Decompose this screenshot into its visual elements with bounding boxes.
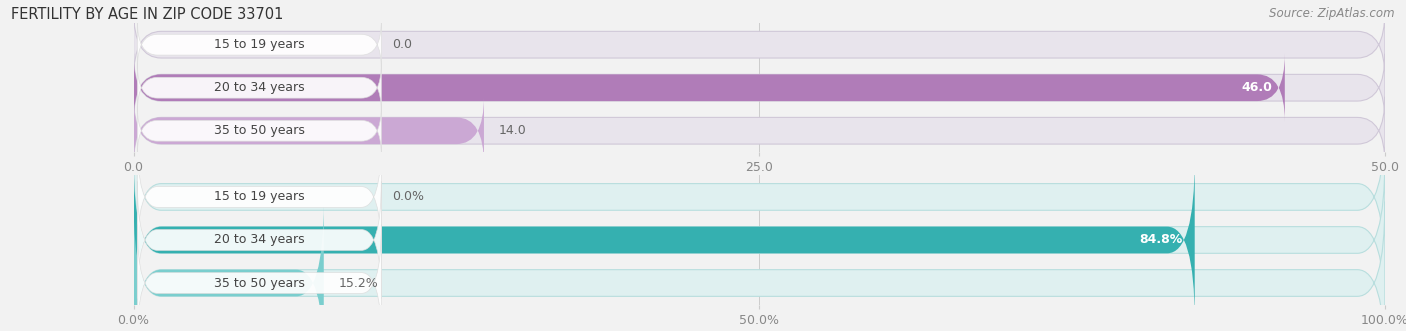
Text: 20 to 34 years: 20 to 34 years	[214, 81, 305, 94]
Text: 84.8%: 84.8%	[1139, 233, 1182, 247]
FancyBboxPatch shape	[134, 97, 484, 165]
Text: 0.0%: 0.0%	[392, 190, 425, 204]
FancyBboxPatch shape	[138, 224, 381, 331]
Text: 14.0: 14.0	[499, 124, 527, 137]
FancyBboxPatch shape	[138, 107, 381, 155]
FancyBboxPatch shape	[138, 21, 381, 69]
Text: 46.0: 46.0	[1241, 81, 1272, 94]
Text: 15 to 19 years: 15 to 19 years	[214, 190, 305, 204]
FancyBboxPatch shape	[134, 159, 1385, 321]
FancyBboxPatch shape	[134, 11, 1385, 79]
Text: 15 to 19 years: 15 to 19 years	[214, 38, 305, 51]
Text: 35 to 50 years: 35 to 50 years	[214, 124, 305, 137]
Text: 15.2%: 15.2%	[339, 276, 378, 290]
FancyBboxPatch shape	[134, 97, 1385, 165]
FancyBboxPatch shape	[134, 116, 1385, 278]
Text: 35 to 50 years: 35 to 50 years	[214, 276, 305, 290]
FancyBboxPatch shape	[134, 54, 1385, 122]
Text: FERTILITY BY AGE IN ZIP CODE 33701: FERTILITY BY AGE IN ZIP CODE 33701	[11, 7, 284, 22]
FancyBboxPatch shape	[138, 138, 381, 256]
Text: Source: ZipAtlas.com: Source: ZipAtlas.com	[1270, 7, 1395, 20]
FancyBboxPatch shape	[134, 54, 1285, 122]
FancyBboxPatch shape	[134, 159, 1195, 321]
FancyBboxPatch shape	[134, 202, 1385, 331]
Text: 20 to 34 years: 20 to 34 years	[214, 233, 305, 247]
FancyBboxPatch shape	[138, 181, 381, 299]
Text: 0.0: 0.0	[392, 38, 412, 51]
FancyBboxPatch shape	[134, 202, 323, 331]
FancyBboxPatch shape	[138, 64, 381, 112]
